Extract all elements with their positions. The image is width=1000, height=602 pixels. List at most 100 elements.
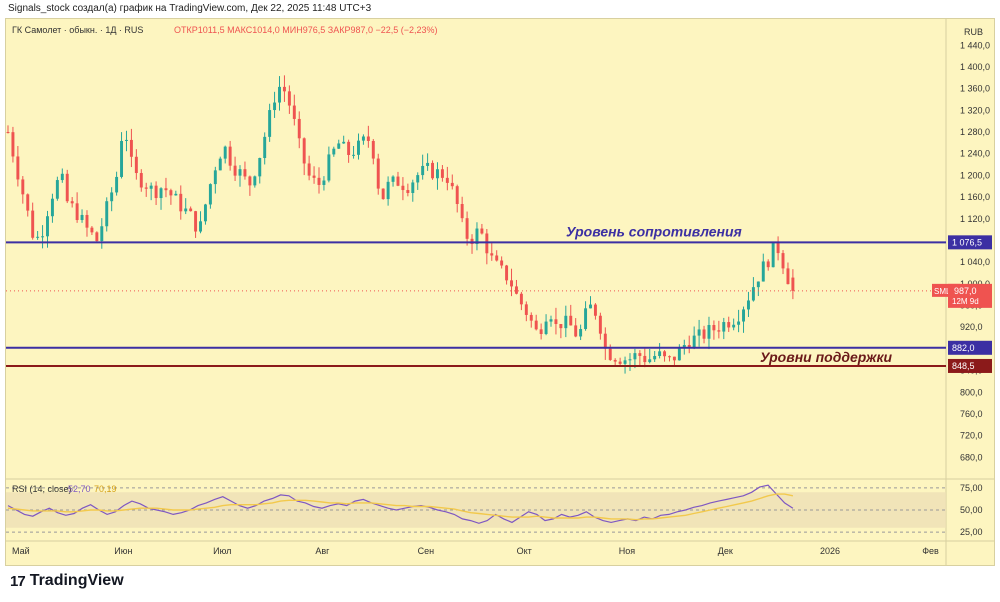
candle-body: [559, 324, 563, 329]
candle-body: [712, 325, 716, 331]
candle-body: [544, 321, 548, 334]
rsi-value: 52,70: [68, 484, 91, 494]
candle-body: [426, 162, 430, 166]
time-tick-label: Июн: [114, 546, 132, 556]
candle-body: [564, 315, 568, 329]
chart-attribution: Signals_stock создал(а) график на Tradin…: [8, 3, 372, 14]
currency-label: RUB: [964, 27, 983, 37]
candle-body: [505, 265, 509, 281]
candle-body: [282, 86, 286, 92]
price-tick-label: 800,0: [960, 387, 983, 397]
last-price-volume: 12M 9d: [952, 297, 979, 306]
candle-body: [480, 228, 484, 234]
tradingview-brand[interactable]: 17 TradingView: [10, 572, 124, 590]
candle-body: [500, 260, 504, 266]
candle-body: [55, 180, 59, 199]
time-tick-label: Сен: [418, 546, 435, 556]
candle-body: [21, 179, 25, 195]
candle-body: [120, 140, 124, 177]
price-tick-label: 1 120,0: [960, 214, 990, 224]
candle-body: [707, 325, 711, 339]
candle-body: [658, 351, 662, 357]
candle-body: [608, 348, 612, 360]
candle-body: [16, 156, 20, 180]
candle-body: [593, 304, 597, 316]
candle-body: [549, 319, 553, 322]
candle-body: [268, 110, 272, 137]
candle-body: [603, 333, 607, 349]
candle-body: [455, 186, 459, 205]
candle-body: [638, 353, 642, 356]
candle-body: [169, 190, 173, 196]
price-tick-label: 1 200,0: [960, 170, 990, 180]
time-tick-label: Июл: [213, 546, 231, 556]
candle-body: [115, 176, 119, 193]
candle-body: [297, 118, 301, 139]
candle-body: [95, 232, 99, 242]
level-price-label-support-2: 848,5: [952, 361, 975, 371]
candle-body: [376, 158, 380, 189]
candle-body: [312, 175, 316, 178]
candle-body: [110, 192, 114, 202]
candle-body: [628, 359, 632, 361]
candle-body: [613, 359, 617, 362]
candle-body: [697, 329, 701, 336]
candle-body: [233, 165, 237, 176]
candle-body: [134, 156, 138, 174]
time-tick-label: Авг: [315, 546, 330, 556]
candle-body: [70, 201, 74, 204]
candle-body: [401, 185, 405, 191]
candle-body: [539, 329, 543, 334]
candle-body: [416, 175, 420, 183]
price-tick-label: 720,0: [960, 431, 983, 441]
candle-body: [342, 141, 346, 144]
candle-body: [579, 329, 583, 337]
candle-body: [159, 188, 163, 199]
candle-body: [682, 345, 686, 349]
candle-body: [554, 319, 558, 325]
candle-body: [258, 158, 262, 177]
candle-body: [485, 233, 489, 254]
candle-body: [287, 91, 291, 106]
legend-symbol: ГК Самолет · обыкн. · 1Д · RUS: [12, 25, 143, 35]
time-tick-label: Ноя: [619, 546, 636, 556]
candle-body: [11, 132, 15, 157]
resistance-annotation: Уровень сопротивления: [566, 223, 742, 239]
rsi-tick-label: 25,00: [960, 527, 983, 537]
candle-body: [6, 132, 10, 134]
candle-body: [238, 169, 242, 176]
price-tick-label: 1 320,0: [960, 105, 990, 115]
candle-body: [125, 139, 128, 141]
candle-body: [722, 322, 726, 332]
candle-body: [194, 211, 198, 232]
candle-body: [771, 243, 775, 268]
price-chart[interactable]: RUB 1 440,0 1 400,0 1 360,0 1 320,0 1 280,0 1 …: [6, 19, 995, 566]
price-tick-label: 1 280,0: [960, 127, 990, 137]
level-price-label-resistance: 1 076,5: [952, 237, 982, 247]
price-tick-label: 1 000,0: [960, 279, 990, 289]
candle-body: [50, 198, 54, 217]
candle-body: [584, 308, 588, 330]
candle-body: [302, 138, 306, 164]
chart-panel[interactable]: RUB 1 440,0 1 400,0 1 360,0 1 320,0 1 280,0 1 …: [5, 18, 995, 566]
candle-body: [213, 170, 217, 185]
level-price-tag-support-2: [948, 358, 992, 373]
candle-body: [653, 356, 657, 360]
candle-body: [184, 208, 188, 212]
candle-body: [228, 146, 232, 166]
candle-body: [273, 102, 277, 111]
candle-body: [347, 141, 351, 155]
candle-body: [440, 169, 444, 178]
candle-body: [450, 182, 454, 187]
candle-body: [475, 228, 479, 245]
candle-body: [154, 185, 158, 199]
time-tick-label: Дек: [718, 546, 733, 556]
candle-body: [371, 140, 375, 159]
candle-body: [786, 268, 790, 285]
candle-body: [519, 293, 523, 305]
level-price-tag-support-1: [948, 340, 992, 355]
candle-body: [672, 356, 676, 361]
candle-body: [31, 210, 35, 238]
last-price-label: 987,0: [954, 286, 977, 296]
candle-body: [524, 304, 528, 315]
